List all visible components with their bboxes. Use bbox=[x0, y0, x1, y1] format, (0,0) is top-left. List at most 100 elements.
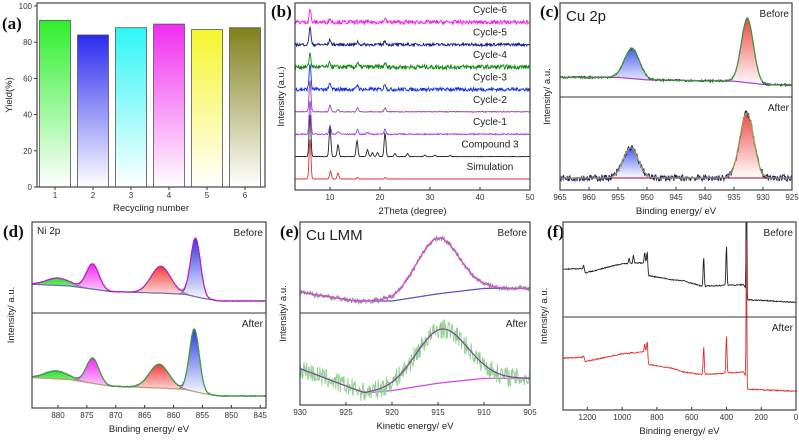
condition-label-after: After bbox=[772, 323, 794, 334]
panel-label: (f) bbox=[547, 222, 564, 241]
x-tick-label: 925 bbox=[785, 193, 799, 202]
fit-envelope bbox=[560, 112, 792, 179]
panel-label: (b) bbox=[271, 2, 292, 21]
series-simulation bbox=[295, 139, 530, 180]
series-label: Cycle-5 bbox=[473, 28, 507, 39]
plot-area-a bbox=[39, 20, 261, 187]
y-tick-label: 60 bbox=[23, 74, 32, 83]
bar-1 bbox=[39, 20, 71, 187]
panel-title: Cu 2p bbox=[566, 8, 606, 25]
x-tick-label: 860 bbox=[167, 411, 181, 420]
condition-label-before: Before bbox=[234, 228, 264, 239]
bar-5 bbox=[191, 29, 223, 187]
x-tick-label: 845 bbox=[254, 411, 268, 420]
y-axis-label: Intensity/ a.u. bbox=[539, 288, 550, 345]
x-tick-label: 935 bbox=[727, 193, 741, 202]
y-tick-label: 40 bbox=[23, 111, 32, 120]
y-tick-label: 80 bbox=[23, 38, 32, 47]
x-tick-label: 950 bbox=[640, 193, 654, 202]
y-tick-label: 100 bbox=[19, 2, 33, 11]
raw-spectrum bbox=[300, 319, 530, 401]
plot-area-f bbox=[563, 222, 796, 393]
x-tick-label: 875 bbox=[80, 411, 94, 420]
x-tick-label: 850 bbox=[225, 411, 239, 420]
x-tick-label: 400 bbox=[720, 413, 734, 422]
panel-label: (c) bbox=[540, 2, 559, 21]
plot-frame-b bbox=[294, 2, 531, 191]
x-axis-label: 2Theta (degree) bbox=[378, 206, 446, 217]
x-tick-label: 880 bbox=[51, 411, 65, 420]
x-tick-label: 800 bbox=[650, 413, 664, 422]
x-tick-label: 955 bbox=[611, 193, 625, 202]
x-tick-label: 40 bbox=[476, 193, 485, 202]
raw-spectrum bbox=[563, 222, 796, 304]
condition-label-before: Before bbox=[764, 228, 794, 239]
x-tick-label: 50 bbox=[526, 193, 535, 202]
panel-label: (d) bbox=[3, 222, 24, 241]
series-label: Cycle-2 bbox=[473, 95, 507, 106]
x-tick-label: 1000 bbox=[613, 413, 631, 422]
x-axis-label: Binding energy/ eV bbox=[109, 424, 190, 435]
series-cycle-6 bbox=[295, 8, 530, 26]
fit-envelope bbox=[32, 237, 266, 302]
y-axis-label: Intensity/ a.u. bbox=[278, 285, 289, 342]
plot-area-d bbox=[32, 237, 266, 398]
y-tick-label: 0 bbox=[28, 183, 33, 192]
plot-frame-a bbox=[36, 2, 266, 188]
x-tick-label: 3 bbox=[129, 191, 134, 200]
condition-label-after: After bbox=[506, 319, 528, 330]
x-tick-label: 930 bbox=[293, 408, 307, 417]
peak-component bbox=[560, 112, 792, 179]
x-tick-label: 1200 bbox=[578, 413, 596, 422]
y-axis-label: Intensity (a.u.) bbox=[276, 66, 287, 126]
raw-spectrum bbox=[300, 235, 530, 305]
bar-4 bbox=[153, 23, 185, 187]
bar-6 bbox=[229, 27, 261, 187]
series-label: Cycle-3 bbox=[473, 72, 507, 83]
condition-label-after: After bbox=[768, 103, 790, 114]
series-cycle-1 bbox=[295, 100, 530, 136]
series-cycle-3 bbox=[295, 63, 530, 93]
panel-title: Ni 2p bbox=[37, 226, 61, 237]
x-tick-label: 870 bbox=[109, 411, 123, 420]
series-label: Cycle-4 bbox=[473, 50, 507, 61]
panel-label: (a) bbox=[2, 14, 22, 33]
plot-frame-c bbox=[559, 2, 793, 191]
x-tick-label: 600 bbox=[685, 413, 699, 422]
x-tick-label: 2 bbox=[91, 191, 96, 200]
peak-component bbox=[560, 18, 792, 86]
plot-frame-f bbox=[562, 221, 797, 411]
y-axis-label: Yield(%) bbox=[4, 77, 15, 113]
series-cycle-2 bbox=[295, 80, 530, 113]
x-tick-label: 920 bbox=[385, 408, 399, 417]
x-tick-label: 915 bbox=[431, 408, 445, 417]
x-tick-label: 0 bbox=[794, 413, 799, 422]
x-tick-label: 960 bbox=[582, 193, 596, 202]
x-tick-label: 940 bbox=[698, 193, 712, 202]
x-tick-label: 10 bbox=[326, 193, 335, 202]
fit-envelope bbox=[32, 328, 266, 397]
plot-area-e bbox=[300, 235, 530, 401]
fit-envelope bbox=[300, 237, 530, 302]
x-tick-label: 965 bbox=[553, 193, 567, 202]
x-tick-label: 1 bbox=[53, 191, 58, 200]
x-tick-label: 6 bbox=[243, 191, 248, 200]
condition-label-before: Before bbox=[760, 9, 790, 20]
x-axis-label: Binding energy/ eV bbox=[636, 206, 717, 217]
series-cycle-4 bbox=[295, 52, 530, 71]
x-axis-label: Recycling number bbox=[113, 203, 189, 214]
x-axis-label: Binding energy/ eV bbox=[639, 426, 720, 437]
series-label: Compound 3 bbox=[461, 140, 519, 151]
x-tick-label: 20 bbox=[376, 193, 385, 202]
series-label: Cycle-6 bbox=[473, 5, 507, 16]
series-compound-3 bbox=[295, 114, 530, 158]
series-cycle-5 bbox=[295, 25, 530, 48]
bar-3 bbox=[115, 27, 147, 187]
plot-area-c bbox=[560, 16, 792, 183]
x-tick-label: 930 bbox=[756, 193, 770, 202]
x-tick-label: 925 bbox=[339, 408, 353, 417]
series-label: Cycle-1 bbox=[473, 117, 507, 128]
panel-title: Cu LMM bbox=[306, 227, 363, 244]
x-tick-label: 30 bbox=[426, 193, 435, 202]
